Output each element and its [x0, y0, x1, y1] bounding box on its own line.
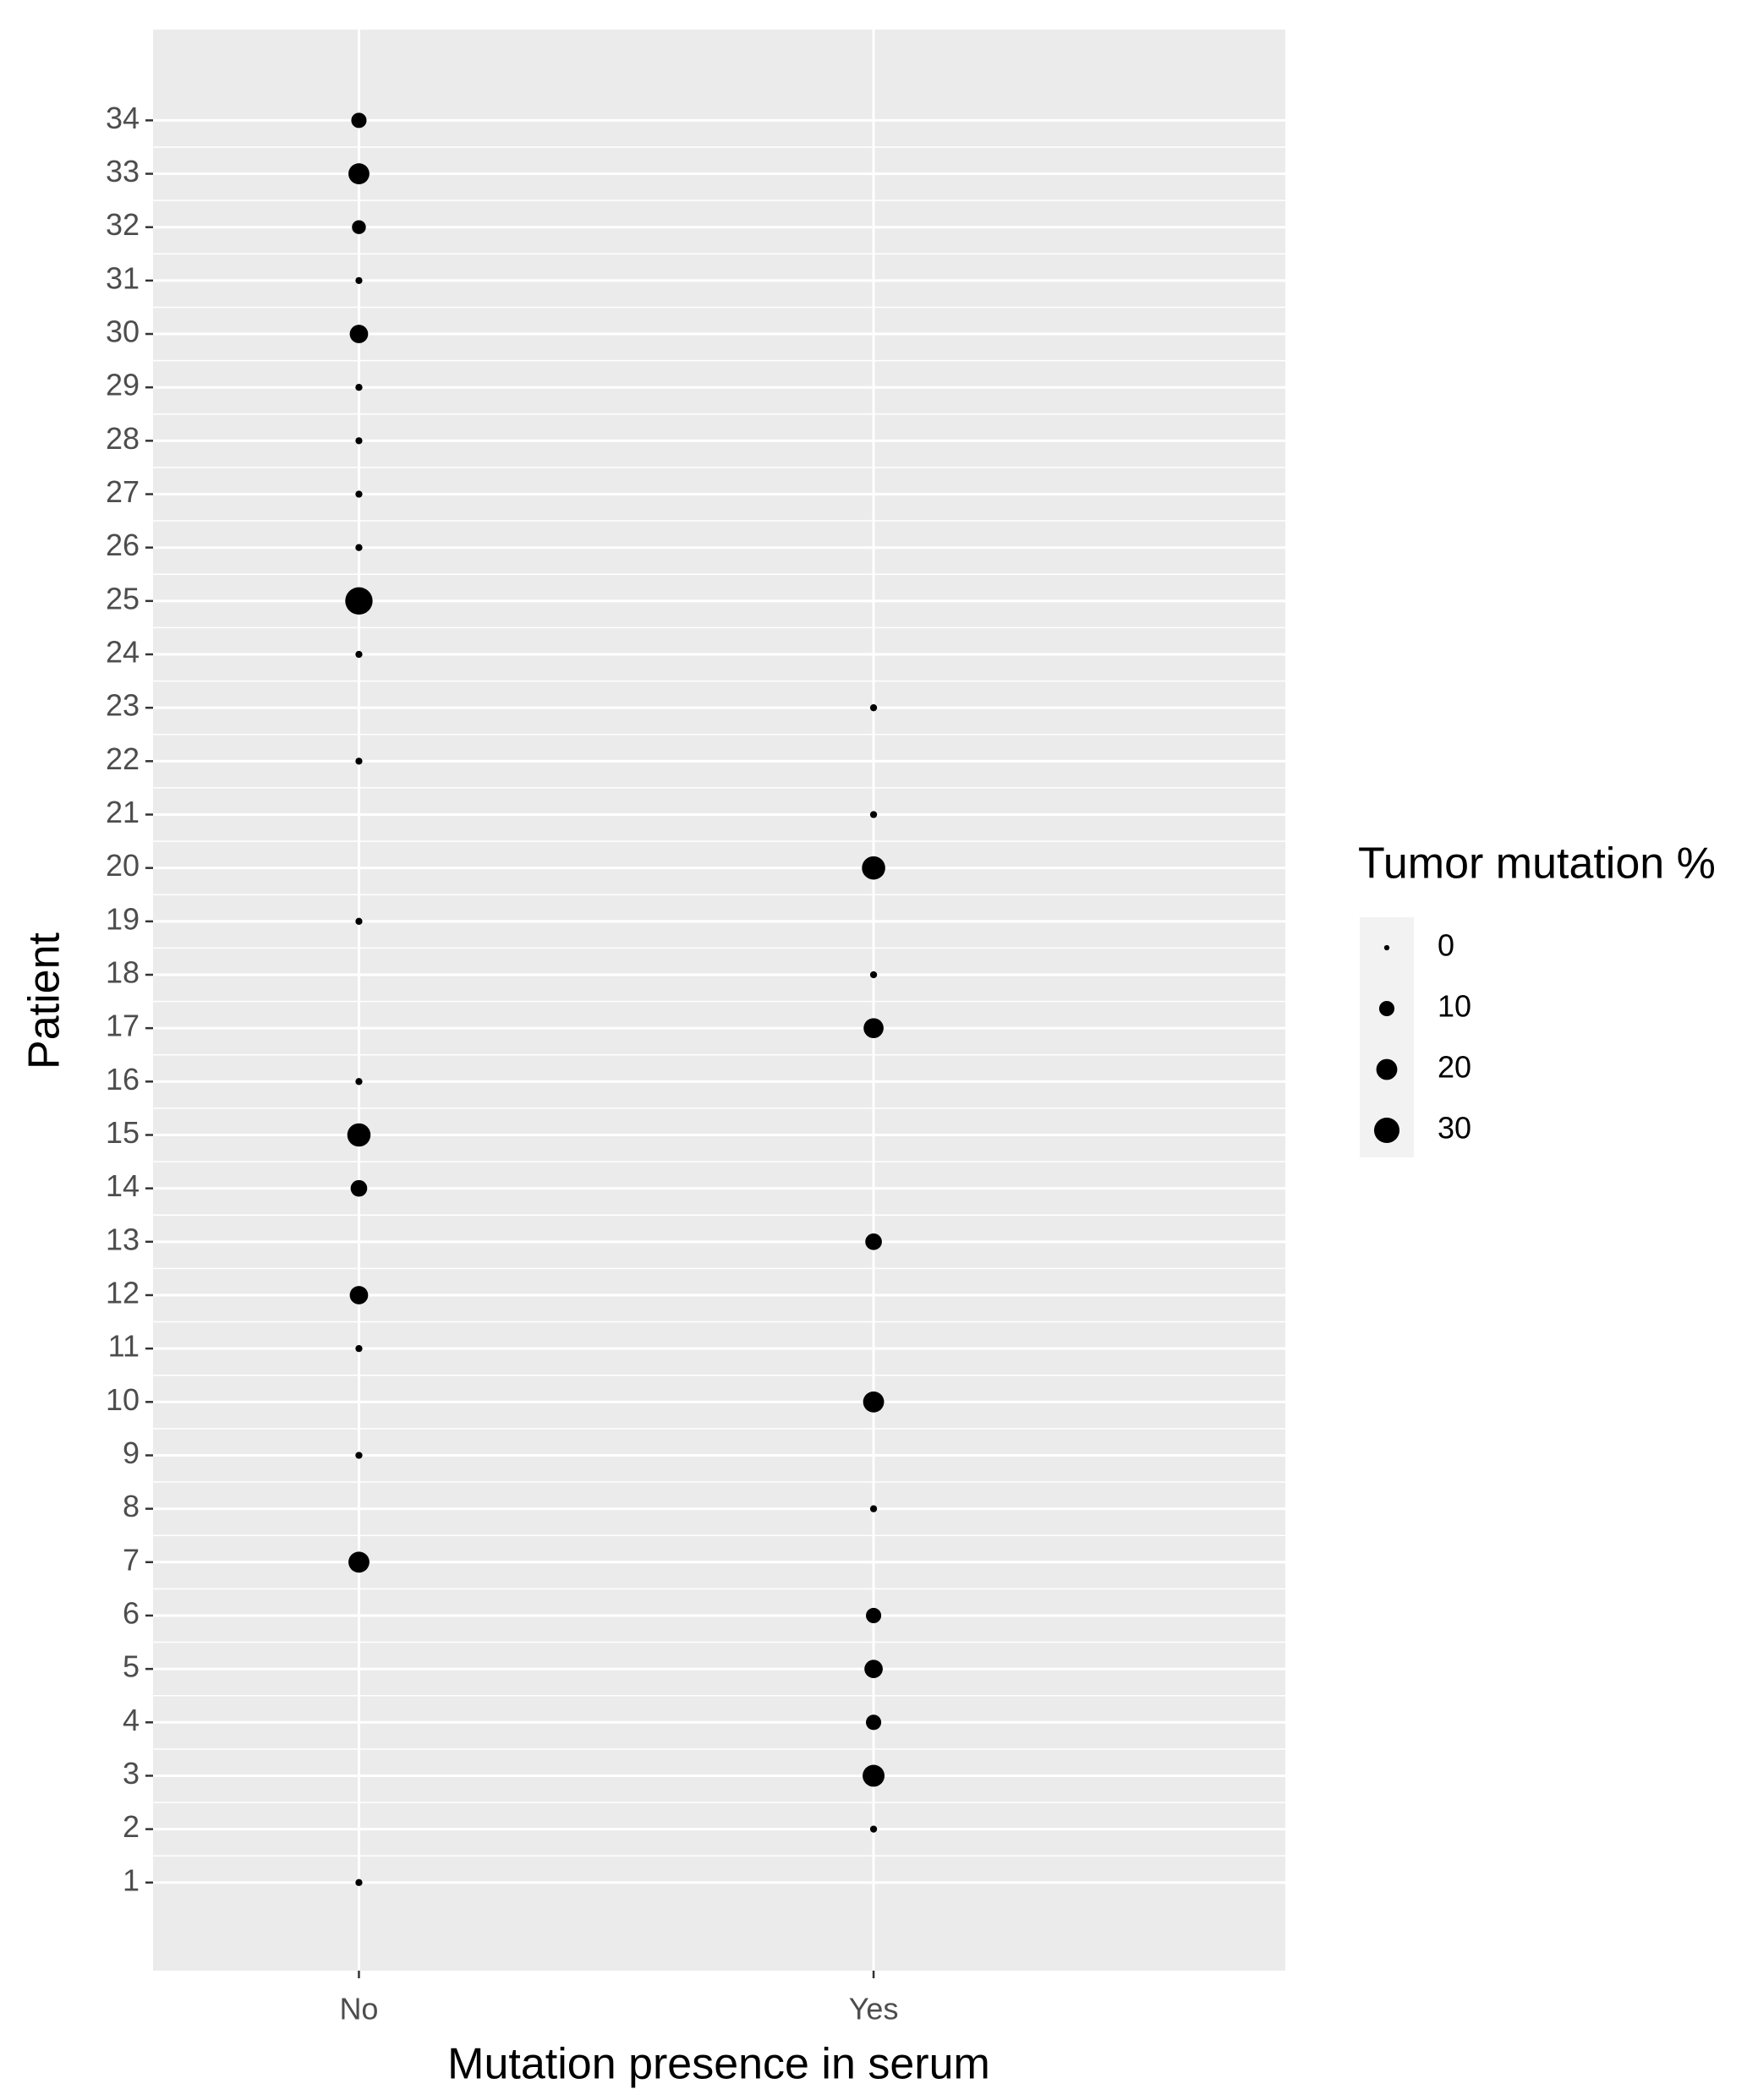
point	[355, 1344, 363, 1353]
panel	[153, 30, 1285, 1971]
point	[355, 1078, 363, 1086]
point	[349, 325, 369, 343]
point	[869, 811, 878, 818]
y-tick-label: 8	[123, 1489, 140, 1523]
point	[863, 1018, 884, 1038]
point	[349, 1286, 369, 1304]
point	[355, 1452, 363, 1459]
point	[865, 1233, 882, 1250]
point	[863, 1391, 884, 1413]
legend-title: Tumor mutation %	[1358, 839, 1716, 889]
legend-label: 0	[1438, 928, 1454, 963]
point	[351, 112, 367, 129]
y-tick-label: 34	[106, 101, 140, 135]
legend-key	[1378, 1000, 1395, 1017]
point	[352, 220, 366, 234]
y-tick-label: 24	[106, 635, 140, 670]
point	[866, 1714, 882, 1731]
y-tick-label: 28	[106, 421, 140, 456]
y-tick-label: 17	[106, 1009, 140, 1043]
y-tick-label: 12	[106, 1275, 140, 1310]
y-tick-label: 20	[106, 848, 140, 883]
point	[862, 856, 885, 880]
point	[345, 587, 373, 615]
y-tick-label: 4	[123, 1703, 140, 1737]
point	[866, 1607, 882, 1624]
y-tick-label: 10	[106, 1382, 140, 1417]
y-tick-label: 3	[123, 1756, 140, 1791]
point	[869, 1825, 878, 1833]
y-tick-label: 30	[106, 314, 140, 349]
y-tick-label: 1	[123, 1862, 140, 1897]
legend-key-box	[1360, 917, 1414, 1157]
point	[347, 1123, 371, 1147]
point	[863, 1764, 885, 1787]
y-tick-label: 11	[108, 1329, 140, 1364]
y-tick-label: 29	[106, 368, 140, 402]
legend-key	[1376, 1058, 1398, 1080]
point	[355, 544, 363, 551]
y-tick-label: 21	[106, 795, 140, 829]
y-tick-label: 23	[106, 688, 140, 723]
point	[350, 1179, 368, 1197]
y-tick-label: 9	[123, 1436, 140, 1470]
y-tick-label: 2	[123, 1809, 140, 1844]
point	[348, 1551, 370, 1573]
legend-key	[1383, 944, 1390, 951]
point	[355, 276, 363, 285]
point	[869, 704, 878, 712]
x-axis-title: Mutation presence in serum	[447, 2040, 990, 2089]
point	[348, 163, 370, 184]
point	[864, 1660, 883, 1678]
y-tick-label: 19	[106, 901, 140, 936]
y-tick-label: 13	[106, 1222, 140, 1256]
point	[355, 757, 363, 765]
legend-key	[1373, 1117, 1400, 1144]
y-tick-label: 33	[106, 154, 140, 189]
point	[355, 490, 363, 498]
legend-label: 20	[1438, 1050, 1471, 1085]
y-tick-label: 25	[106, 581, 140, 615]
y-tick-label: 16	[106, 1062, 140, 1096]
point	[355, 437, 363, 445]
x-tick-label: No	[339, 1992, 378, 2026]
y-tick-label: 32	[106, 207, 140, 242]
y-tick-label: 5	[123, 1649, 140, 1684]
x-tick-label: Yes	[849, 1992, 899, 2026]
legend-label: 30	[1438, 1111, 1471, 1146]
legend-label: 10	[1438, 989, 1471, 1024]
point	[869, 971, 878, 979]
y-tick-label: 22	[106, 741, 140, 776]
y-tick-label: 26	[106, 528, 140, 562]
y-tick-label: 7	[123, 1542, 140, 1577]
point	[869, 1505, 878, 1512]
y-tick-label: 27	[106, 474, 140, 509]
y-tick-label: 18	[106, 955, 140, 990]
y-tick-label: 31	[106, 260, 140, 295]
y-axis-title: Patient	[20, 932, 69, 1069]
point	[355, 384, 363, 391]
point	[355, 1879, 363, 1886]
point	[355, 650, 363, 659]
y-tick-label: 15	[106, 1115, 140, 1150]
y-tick-label: 14	[106, 1168, 140, 1203]
point	[355, 917, 363, 925]
y-tick-label: 6	[123, 1595, 140, 1630]
